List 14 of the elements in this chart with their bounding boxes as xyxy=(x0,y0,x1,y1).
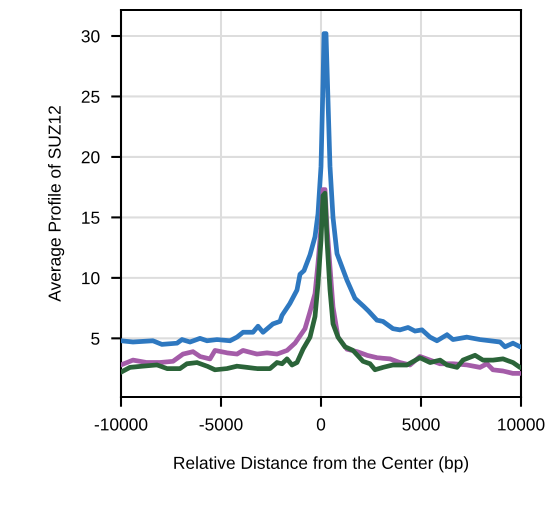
y-tick-label: 25 xyxy=(82,90,100,103)
line-series xyxy=(121,31,521,350)
y-tick-label: 30 xyxy=(82,30,100,42)
x-tick-label: 5000 xyxy=(402,418,440,431)
y-axis-title: Average Profile of SUZ12 xyxy=(48,106,64,302)
y-tick-label: 15 xyxy=(82,212,100,224)
y-tick-label: 5 xyxy=(91,332,100,345)
x-tick-label: -10000 xyxy=(94,418,148,431)
y-tick-label: 10 xyxy=(82,272,100,284)
y-tick-label: 20 xyxy=(82,151,100,164)
x-tick-label: 0 xyxy=(316,418,326,431)
x-tick-label: 10000 xyxy=(498,418,544,431)
x-axis-title: Relative Distance from the Center (bp) xyxy=(174,456,468,472)
x-tick-label: -5000 xyxy=(200,418,243,431)
